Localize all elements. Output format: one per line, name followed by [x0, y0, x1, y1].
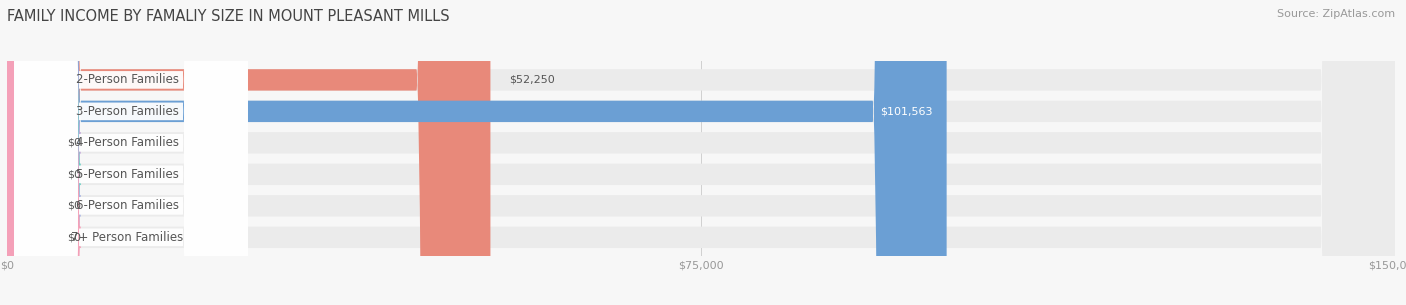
FancyBboxPatch shape: [14, 0, 247, 305]
Text: 6-Person Families: 6-Person Families: [76, 199, 179, 212]
Text: 7+ Person Families: 7+ Person Families: [72, 231, 183, 244]
Text: $0: $0: [67, 169, 82, 179]
Text: $0: $0: [67, 138, 82, 148]
Text: $101,563: $101,563: [880, 106, 932, 117]
FancyBboxPatch shape: [7, 0, 1395, 305]
FancyBboxPatch shape: [14, 0, 247, 305]
FancyBboxPatch shape: [7, 0, 946, 305]
FancyBboxPatch shape: [7, 0, 1395, 305]
FancyBboxPatch shape: [7, 0, 1395, 305]
FancyBboxPatch shape: [7, 0, 491, 305]
FancyBboxPatch shape: [14, 0, 247, 305]
Text: 3-Person Families: 3-Person Families: [76, 105, 179, 118]
FancyBboxPatch shape: [7, 0, 1395, 305]
Text: 5-Person Families: 5-Person Families: [76, 168, 179, 181]
Text: $0: $0: [67, 232, 82, 242]
Text: 2-Person Families: 2-Person Families: [76, 74, 179, 86]
FancyBboxPatch shape: [7, 0, 1395, 305]
FancyBboxPatch shape: [14, 0, 247, 305]
Text: Source: ZipAtlas.com: Source: ZipAtlas.com: [1277, 9, 1395, 19]
FancyBboxPatch shape: [14, 0, 247, 305]
FancyBboxPatch shape: [0, 0, 82, 305]
FancyBboxPatch shape: [14, 0, 247, 305]
Text: $0: $0: [67, 201, 82, 211]
FancyBboxPatch shape: [0, 0, 82, 305]
Text: $52,250: $52,250: [509, 75, 555, 85]
FancyBboxPatch shape: [7, 0, 1395, 305]
Text: FAMILY INCOME BY FAMALIY SIZE IN MOUNT PLEASANT MILLS: FAMILY INCOME BY FAMALIY SIZE IN MOUNT P…: [7, 9, 450, 24]
FancyBboxPatch shape: [0, 0, 82, 305]
FancyBboxPatch shape: [0, 0, 82, 305]
Text: 4-Person Families: 4-Person Families: [76, 136, 179, 149]
